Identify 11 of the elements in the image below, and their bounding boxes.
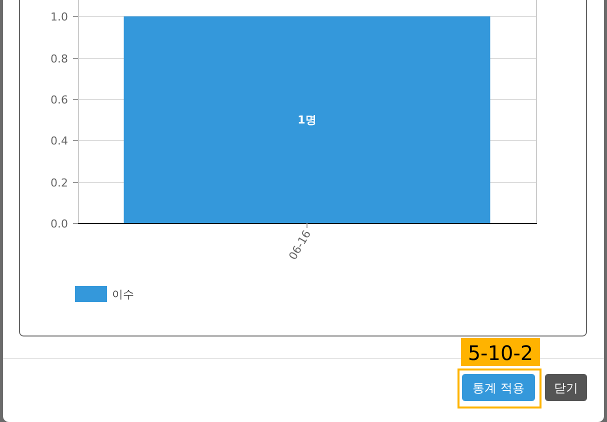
text: 5-10-2 [468, 341, 534, 365]
y-tick-label: 0.4 [50, 134, 68, 148]
y-tick-label: 0.2 [50, 176, 68, 190]
legend-label: 이수 [112, 288, 134, 301]
text: 통계 적용 [472, 381, 524, 395]
y-tick-label: 0.6 [50, 94, 68, 106]
text: 닫기 [554, 381, 578, 395]
y-tick-label: 0.8 [50, 52, 68, 66]
y-tick-label: 0.0 [50, 218, 68, 230]
text: 1명 [298, 114, 316, 127]
y-tick-label: 1.0 [50, 10, 68, 24]
